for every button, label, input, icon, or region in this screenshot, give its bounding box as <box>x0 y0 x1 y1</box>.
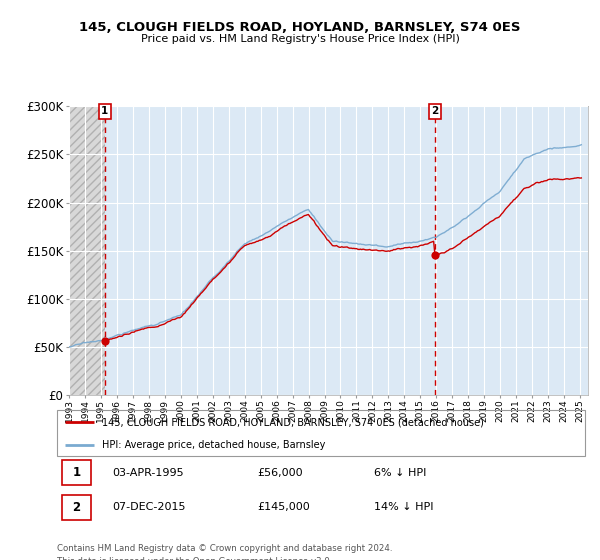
Text: £145,000: £145,000 <box>257 502 310 512</box>
Text: £56,000: £56,000 <box>257 468 303 478</box>
Text: 1: 1 <box>73 466 80 479</box>
Text: 1: 1 <box>101 106 109 116</box>
Point <box>430 251 440 260</box>
Text: 2: 2 <box>73 501 80 514</box>
Text: 14% ↓ HPI: 14% ↓ HPI <box>374 502 433 512</box>
Text: 145, CLOUGH FIELDS ROAD, HOYLAND, BARNSLEY, S74 0ES: 145, CLOUGH FIELDS ROAD, HOYLAND, BARNSL… <box>79 21 521 34</box>
Text: HPI: Average price, detached house, Barnsley: HPI: Average price, detached house, Barn… <box>102 440 325 450</box>
Text: 145, CLOUGH FIELDS ROAD, HOYLAND, BARNSLEY, S74 0ES (detached house): 145, CLOUGH FIELDS ROAD, HOYLAND, BARNSL… <box>102 417 484 427</box>
Text: Price paid vs. HM Land Registry's House Price Index (HPI): Price paid vs. HM Land Registry's House … <box>140 34 460 44</box>
Text: Contains HM Land Registry data © Crown copyright and database right 2024.
This d: Contains HM Land Registry data © Crown c… <box>57 544 392 560</box>
FancyBboxPatch shape <box>62 495 91 520</box>
Text: 2: 2 <box>431 106 439 116</box>
Text: 6% ↓ HPI: 6% ↓ HPI <box>374 468 426 478</box>
FancyBboxPatch shape <box>62 460 91 485</box>
Text: 03-APR-1995: 03-APR-1995 <box>112 468 184 478</box>
Text: 07-DEC-2015: 07-DEC-2015 <box>112 502 186 512</box>
Point <box>100 337 110 346</box>
